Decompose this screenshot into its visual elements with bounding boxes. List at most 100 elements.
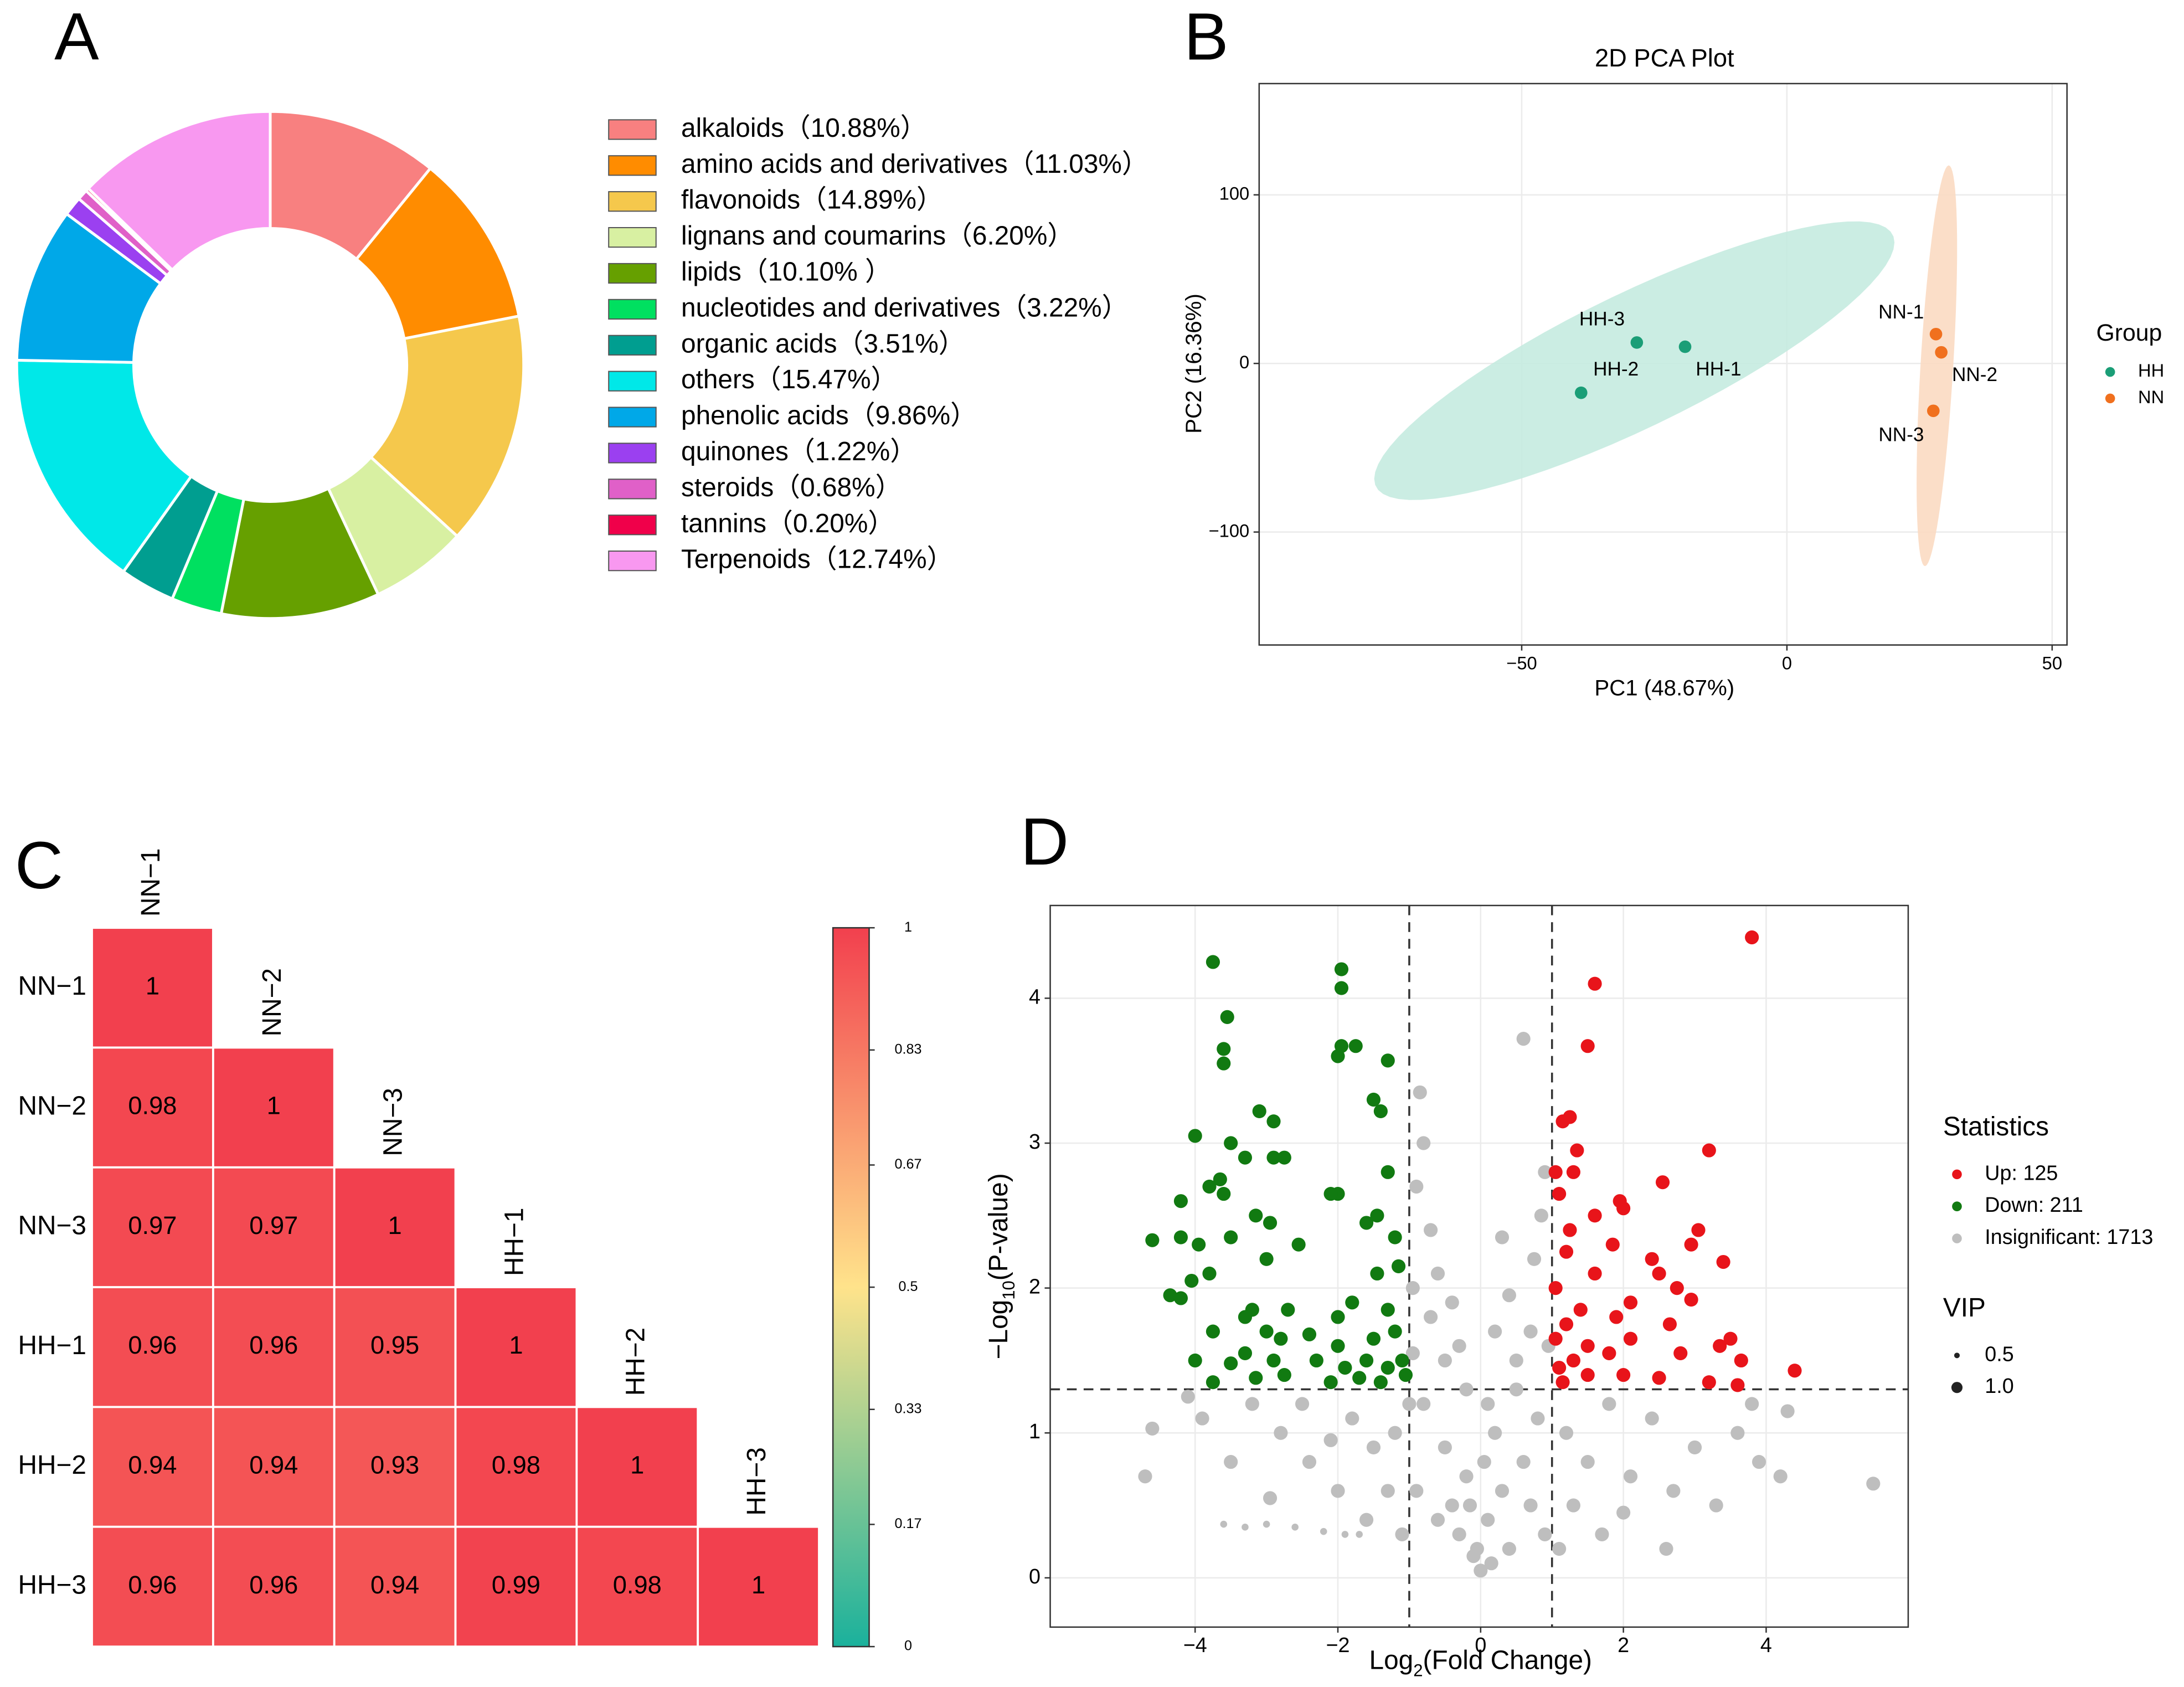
cell-label: 0.93 <box>370 1451 419 1479</box>
data-point <box>1580 1368 1595 1382</box>
data-point <box>1323 1433 1338 1447</box>
legend-swatch <box>608 551 657 572</box>
data-point <box>1559 1426 1574 1440</box>
x-axis-label: Log2(Fold Change) <box>1369 1645 1592 1680</box>
data-point <box>1730 1378 1745 1392</box>
data-point <box>1716 1254 1730 1269</box>
data-point <box>1666 1484 1681 1498</box>
data-point <box>1509 1382 1523 1397</box>
legend-value: （9.86%） <box>849 401 977 430</box>
data-point <box>1555 1114 1570 1129</box>
data-point <box>1302 1327 1317 1341</box>
data-point <box>1523 1498 1538 1513</box>
data-point <box>1388 1230 1402 1244</box>
data-point <box>1323 1375 1338 1390</box>
legend-label: phenolic acids（9.86%） <box>681 401 977 430</box>
data-point <box>1616 1505 1631 1520</box>
data-point <box>1220 1010 1234 1024</box>
heatmap-cell <box>697 1525 820 1648</box>
data-point <box>1206 1375 1220 1390</box>
data-point <box>1566 1353 1580 1368</box>
data-point <box>1252 1104 1266 1119</box>
legend-swatch <box>608 155 657 176</box>
data-point <box>1224 1136 1238 1150</box>
data-point <box>1445 1295 1459 1310</box>
data-point <box>1687 1440 1702 1454</box>
data-point <box>1334 981 1349 995</box>
y-axis-label-part: (P-value) <box>984 1173 1013 1280</box>
legend-marker <box>1952 1201 1962 1212</box>
data-point <box>1266 1114 1281 1129</box>
data-point <box>1281 1303 1295 1317</box>
data-point <box>1398 1368 1413 1382</box>
data-point <box>1481 1513 1495 1527</box>
legend-swatch <box>608 335 657 356</box>
legend-marker <box>2105 367 2115 377</box>
data-point <box>1291 1237 1306 1252</box>
data-point <box>1381 1053 1395 1068</box>
legend-label: steroids（0.68%） <box>681 472 902 502</box>
data-point <box>1381 1165 1395 1179</box>
cell-label: 0.98 <box>492 1451 540 1479</box>
cell-label: 1 <box>267 1092 281 1120</box>
legend-marker <box>2105 393 2115 404</box>
data-point <box>1213 1172 1227 1186</box>
legend-label: 0.5 <box>1985 1342 2013 1365</box>
heatmap-cell <box>454 1406 578 1528</box>
data-point <box>1588 1208 1602 1223</box>
column-label: HH−1 <box>500 1207 529 1276</box>
y-tick-label: 2 <box>1029 1275 1041 1298</box>
legend-marker <box>1952 1169 1962 1180</box>
heatmap-cell <box>91 927 214 1049</box>
column-label: HH−2 <box>621 1328 650 1396</box>
x-axis-label-part: 2 <box>1413 1660 1423 1680</box>
row-label: NN−2 <box>18 1091 86 1120</box>
cell-label: 1 <box>146 971 159 1000</box>
point-label: HH-2 <box>1593 358 1639 380</box>
data-point <box>1630 336 1644 349</box>
data-point <box>1645 1411 1659 1426</box>
cell-label: 0.96 <box>249 1331 298 1359</box>
x-tick-label: −50 <box>1506 652 1537 673</box>
data-point <box>1249 1371 1263 1385</box>
data-point <box>1366 1092 1381 1107</box>
data-point <box>1173 1291 1188 1305</box>
data-point <box>1416 1136 1431 1150</box>
panel-label: A <box>54 0 99 74</box>
data-point <box>1523 1324 1538 1339</box>
data-point <box>1602 1346 1616 1360</box>
data-point <box>1531 1411 1545 1426</box>
legend-swatch <box>608 119 657 140</box>
legend-label: lignans and coumarins（6.20%） <box>681 221 1074 250</box>
data-point <box>1559 1317 1574 1331</box>
heatmap-cell <box>212 1406 336 1528</box>
legend-swatch <box>608 407 657 428</box>
data-point <box>1388 1426 1402 1440</box>
data-point <box>1259 1324 1274 1339</box>
legend-label: lipids（10.10% ） <box>681 257 892 286</box>
data-point <box>1670 1281 1684 1295</box>
cell-label: 0.94 <box>249 1451 298 1479</box>
data-point <box>1552 1541 1567 1556</box>
data-point <box>1452 1527 1466 1541</box>
data-point <box>1691 1223 1706 1237</box>
data-point <box>1929 327 1943 341</box>
data-point <box>1242 1524 1249 1531</box>
data-point <box>1138 1469 1152 1484</box>
data-point <box>1752 1455 1766 1469</box>
data-point <box>1266 1353 1281 1368</box>
row-label: HH−1 <box>18 1331 86 1360</box>
data-point <box>1409 1484 1424 1498</box>
y-tick-label: 0 <box>1029 1565 1041 1588</box>
x-tick-label: 4 <box>1760 1633 1772 1657</box>
data-point <box>1623 1331 1638 1346</box>
data-point <box>1320 1527 1327 1535</box>
legend-marker <box>1952 1233 1962 1243</box>
colorbar <box>832 927 870 1648</box>
data-point <box>1188 1129 1202 1143</box>
confidence-ellipse <box>1374 221 1895 500</box>
legend-value: （14.89%） <box>800 185 943 214</box>
column-label: HH−3 <box>742 1447 771 1516</box>
data-point <box>1295 1397 1310 1411</box>
